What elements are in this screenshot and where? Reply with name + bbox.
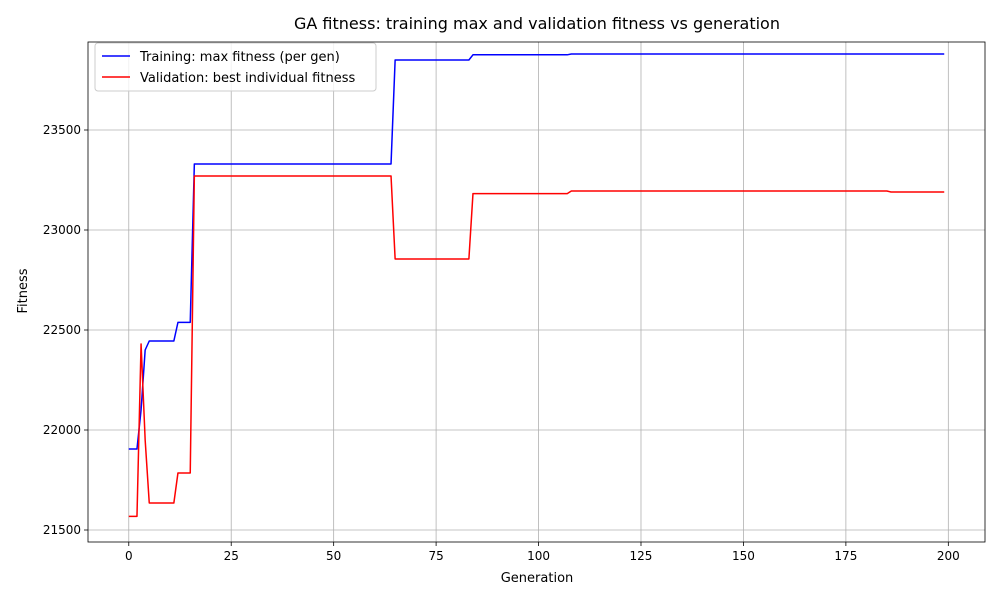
legend-box [94, 42, 377, 92]
y-tick-label: 22500 [43, 323, 81, 337]
grid [88, 42, 985, 542]
axis-ticks: 0 25 50 75 100 125 150 175 200 21500 22000 22500 230… [43, 123, 960, 563]
chart-title: GA fitness: training max and validation … [294, 14, 780, 33]
x-tick-label: 150 [732, 549, 755, 563]
x-tick-label: 75 [428, 549, 443, 563]
y-tick-label: 22000 [43, 423, 81, 437]
legend-label-validation: Validation: best individual fitness [140, 71, 355, 86]
x-tick-label: 0 [125, 549, 133, 563]
x-tick-label: 200 [937, 549, 960, 563]
x-tick-label: 50 [326, 549, 341, 563]
x-tick-label: 100 [527, 549, 550, 563]
y-tick-label: 23500 [43, 123, 81, 137]
y-axis-label: Fitness [16, 268, 31, 313]
legend-label-training: Training: max fitness (per gen) [139, 50, 340, 65]
training-max-fitness-line [128, 53, 945, 450]
validation-best-fitness-line [128, 175, 945, 518]
plot-area-frame [87, 41, 986, 543]
x-tick-label: 25 [224, 549, 239, 563]
y-tick-label: 21500 [43, 523, 81, 537]
series-layer [128, 53, 945, 518]
x-tick-label: 175 [834, 549, 857, 563]
y-tick-label: 23000 [43, 223, 81, 237]
legend: Training: max fitness (per gen) Validati… [94, 42, 377, 92]
x-axis-label: Generation [501, 571, 574, 586]
x-tick-label: 125 [630, 549, 653, 563]
